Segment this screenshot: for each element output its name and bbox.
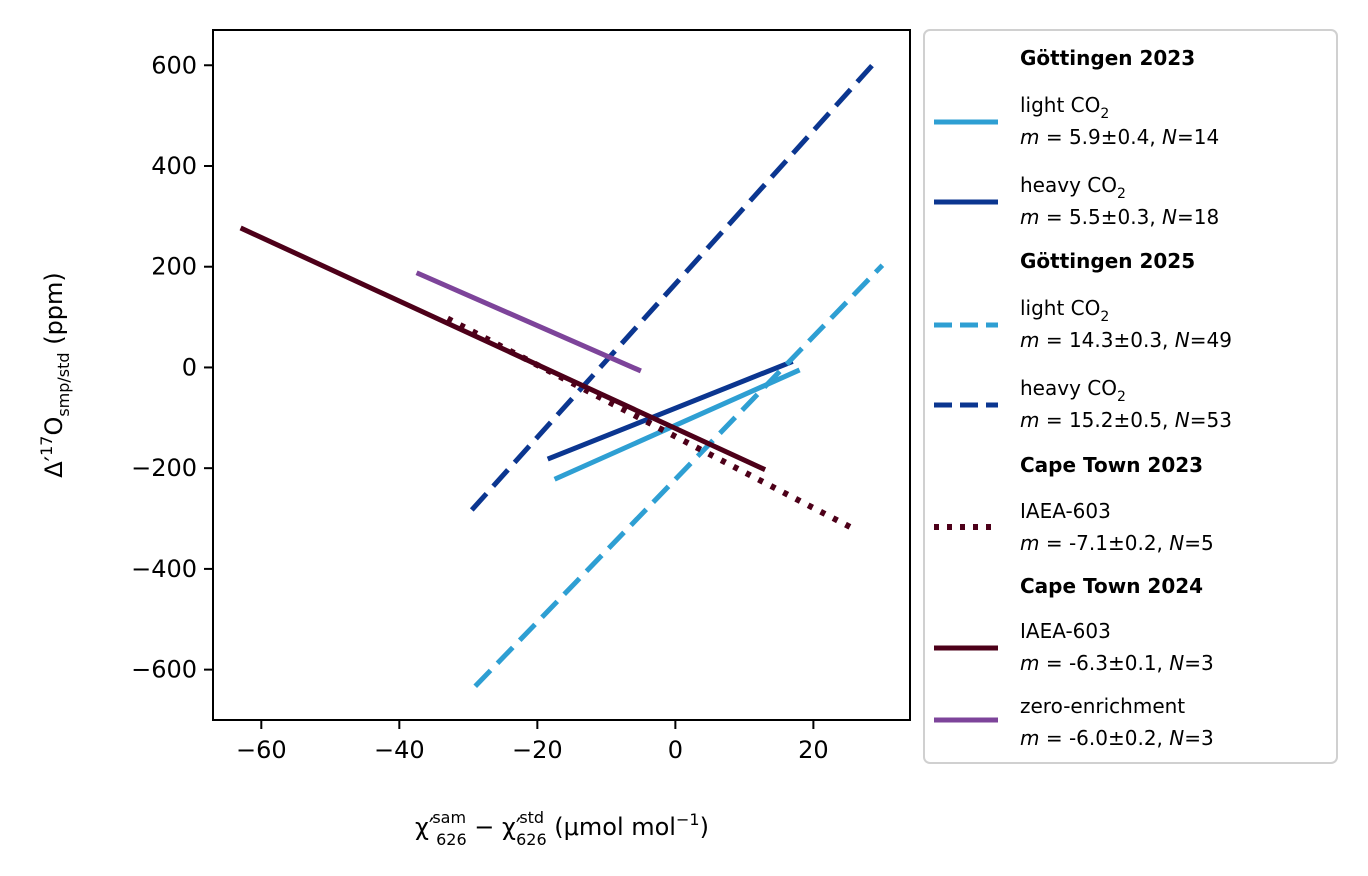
y-tick-label: 0 [182, 353, 197, 381]
legend-stats-heavy-co2-2023: m = 5.5±0.3, N=18 [1020, 205, 1219, 229]
legend-box [923, 29, 1338, 764]
legend-label-iaea-603-2023: IAEA-603 [1020, 499, 1111, 523]
legend-stats-iaea-603-2024: m = -6.3±0.1, N=3 [1020, 651, 1214, 675]
legend-label-iaea-603-2024: IAEA-603 [1020, 619, 1111, 643]
legend-label-light-co2-2023: light CO2 [1020, 93, 1109, 122]
x-axis-ticks: −60 −40 −20 0 20 [236, 720, 829, 764]
y-axis-label: Δ′17Osmp/std (ppm) [37, 272, 73, 478]
y-tick-label: −200 [131, 454, 197, 482]
series-line-g-ttingen-2023-light-co2 [553, 367, 801, 482]
legend-stats-heavy-co2-2025: m = 15.2±0.5, N=53 [1020, 408, 1232, 432]
y-axis-ticks: −600 −400 −200 0 200 400 600 [131, 51, 213, 684]
series-layer [239, 60, 885, 688]
plot-frame [212, 29, 911, 721]
x-tick-label: 0 [668, 736, 683, 764]
legend-stats-iaea-603-2023: m = -7.1±0.2, N=5 [1020, 531, 1214, 555]
series-line-g-ttingen-2023-heavy-co2 [546, 359, 794, 462]
x-tick-label: −60 [236, 736, 287, 764]
legend-header-cape-town-2024: Cape Town 2024 [1020, 574, 1203, 598]
legend-label-heavy-co2-2025: heavy CO2 [1020, 376, 1126, 405]
legend-stats-light-co2-2023: m = 5.9±0.4, N=14 [1020, 125, 1219, 149]
series-line-cape-town-2024-iaea-603 [239, 225, 767, 472]
legend-label-zero-enrichment: zero-enrichment [1020, 694, 1185, 718]
legend: Göttingen 2023 light CO2 m = 5.9±0.4, N=… [923, 29, 1338, 764]
y-tick-label: 600 [151, 51, 197, 79]
series-line-g-ttingen-2025-light-co2 [473, 263, 885, 688]
x-tick-label: −40 [374, 736, 425, 764]
legend-header-gottingen-2025: Göttingen 2025 [1020, 249, 1195, 273]
y-tick-label: 400 [151, 152, 197, 180]
legend-stats-light-co2-2025: m = 14.3±0.3, N=49 [1020, 328, 1232, 352]
legend-label-light-co2-2025: light CO2 [1020, 296, 1109, 325]
y-tick-label: −400 [131, 555, 197, 583]
x-axis-label: χ′sam 626 − χ′std 626 (μmol mol−1) [415, 808, 709, 849]
x-tick-label: −20 [512, 736, 563, 764]
legend-header-gottingen-2023: Göttingen 2023 [1020, 46, 1195, 70]
y-tick-label: −600 [131, 656, 197, 684]
legend-stats-zero-enrichment: m = -6.0±0.2, N=3 [1020, 726, 1214, 750]
legend-header-cape-town-2023: Cape Town 2023 [1020, 453, 1203, 477]
legend-label-heavy-co2-2023: heavy CO2 [1020, 173, 1126, 202]
x-tick-label: 20 [798, 736, 829, 764]
series-line-cape-town-2023-iaea-603 [446, 315, 853, 531]
series-line-g-ttingen-2025-heavy-co2 [469, 60, 878, 512]
series-line-cape-town-2024-zero-enrichment [415, 270, 642, 374]
y-tick-label: 200 [151, 253, 197, 281]
